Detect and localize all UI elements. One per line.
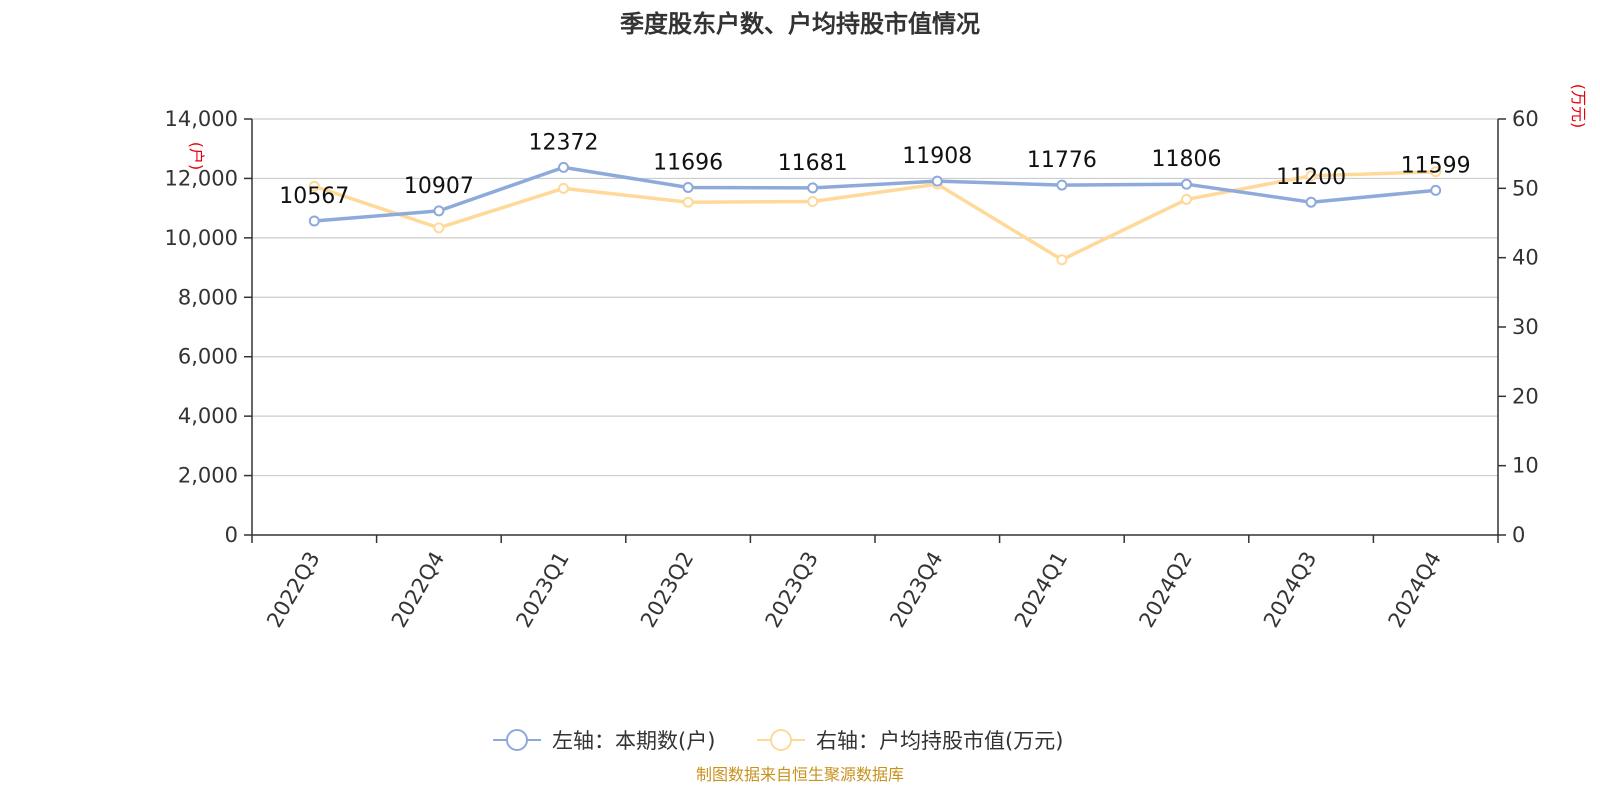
data-label: 11806 bbox=[1152, 147, 1222, 172]
left-series-line bbox=[312, 165, 1438, 223]
right-series-point bbox=[1430, 166, 1442, 178]
left-axis-tick-label: 0 bbox=[225, 523, 238, 547]
right-axis-tick-label: 60 bbox=[1512, 107, 1539, 131]
left-axis-tick-label: 6,000 bbox=[178, 345, 238, 369]
left-series-point bbox=[682, 181, 694, 193]
x-axis-tick-label: 2023Q4 bbox=[885, 548, 947, 632]
right-axis-tick-label: 30 bbox=[1512, 315, 1539, 339]
left-axis-tick-label: 4,000 bbox=[178, 404, 238, 428]
chart-title: 季度股东户数、户均持股市值情况 bbox=[620, 10, 980, 38]
right-series-point bbox=[807, 196, 819, 208]
data-label: 11200 bbox=[1276, 165, 1346, 190]
left-axis-unit: (户) bbox=[187, 142, 206, 171]
right-series-point bbox=[1056, 254, 1068, 266]
x-axis-tick-label: 2023Q1 bbox=[511, 548, 573, 632]
right-series-point bbox=[682, 196, 694, 208]
right-axis-unit: (万元) bbox=[1569, 84, 1588, 129]
series-layer bbox=[308, 161, 1442, 266]
data-label: 11681 bbox=[778, 151, 848, 176]
data-label: 10567 bbox=[279, 184, 349, 209]
right-series-point bbox=[308, 180, 320, 192]
right-axis-tick-label: 10 bbox=[1512, 454, 1539, 478]
left-series-point bbox=[807, 182, 819, 194]
legend-item-left-series[interactable]: 左轴：本期数(户) bbox=[493, 729, 715, 753]
legend-right-series-label: 右轴：户均持股市值(万元) bbox=[816, 729, 1063, 753]
x-axis-tick-label: 2024Q2 bbox=[1134, 548, 1196, 632]
x-axis-tick-label: 2023Q3 bbox=[761, 548, 823, 632]
left-series-point bbox=[558, 161, 569, 173]
legend-left-series-label: 左轴：本期数(户) bbox=[552, 729, 715, 753]
source-note: 制图数据来自恒生聚源数据库 bbox=[696, 765, 904, 784]
left-series-point bbox=[433, 205, 445, 217]
legend-left-series-marker bbox=[506, 729, 528, 751]
right-axis-tick-label: 40 bbox=[1512, 246, 1539, 270]
left-series-point bbox=[1305, 196, 1317, 208]
left-series-point bbox=[931, 175, 943, 187]
left-axis-tick-label: 12,000 bbox=[165, 166, 238, 190]
data-label: 12372 bbox=[529, 130, 599, 155]
x-axis-tick-label: 2022Q4 bbox=[387, 548, 449, 632]
x-axis-tick-label: 2022Q3 bbox=[262, 548, 324, 632]
right-axis-tick-label: 0 bbox=[1512, 523, 1525, 547]
data-label: 11776 bbox=[1027, 148, 1097, 173]
x-axis-tick-label: 2024Q3 bbox=[1259, 548, 1321, 632]
right-axis-tick-label: 20 bbox=[1512, 384, 1539, 408]
right-series-line bbox=[312, 169, 1438, 262]
right-series-point bbox=[558, 182, 569, 194]
left-axis-tick-label: 8,000 bbox=[178, 285, 238, 309]
data-label: 11599 bbox=[1401, 153, 1471, 178]
left-series-point bbox=[1056, 179, 1068, 191]
left-series-point bbox=[1430, 184, 1442, 196]
data-label: 10907 bbox=[404, 174, 474, 199]
data-label: 11908 bbox=[902, 144, 972, 169]
right-series-point bbox=[1181, 193, 1192, 205]
legend-item-right-series[interactable]: 右轴：户均持股市值(万元) bbox=[757, 729, 1063, 753]
legend: 左轴：本期数(户) 右轴：户均持股市值(万元) bbox=[493, 729, 1063, 753]
data-label: 11696 bbox=[653, 150, 723, 175]
grid bbox=[252, 118, 1498, 477]
right-series-point bbox=[1305, 170, 1317, 182]
right-series-point bbox=[433, 222, 445, 234]
legend-right-series-marker bbox=[770, 729, 792, 751]
data-labels: 10567 10907 12372 11696 11681 11908 11776 11806… bbox=[279, 130, 1470, 209]
x-axis-tick-label: 2023Q2 bbox=[636, 548, 698, 632]
left-series-point bbox=[308, 215, 320, 227]
x-axis-tick-label: 2024Q4 bbox=[1384, 548, 1446, 632]
x-axis-tick-label: 2024Q1 bbox=[1010, 548, 1072, 632]
left-series-point bbox=[1181, 178, 1192, 190]
right-axis-tick-label: 50 bbox=[1512, 176, 1539, 200]
left-axis-tick-label: 10,000 bbox=[165, 226, 238, 250]
left-axis-tick-label: 14,000 bbox=[165, 107, 238, 131]
left-axis-tick-label: 2,000 bbox=[178, 464, 238, 488]
